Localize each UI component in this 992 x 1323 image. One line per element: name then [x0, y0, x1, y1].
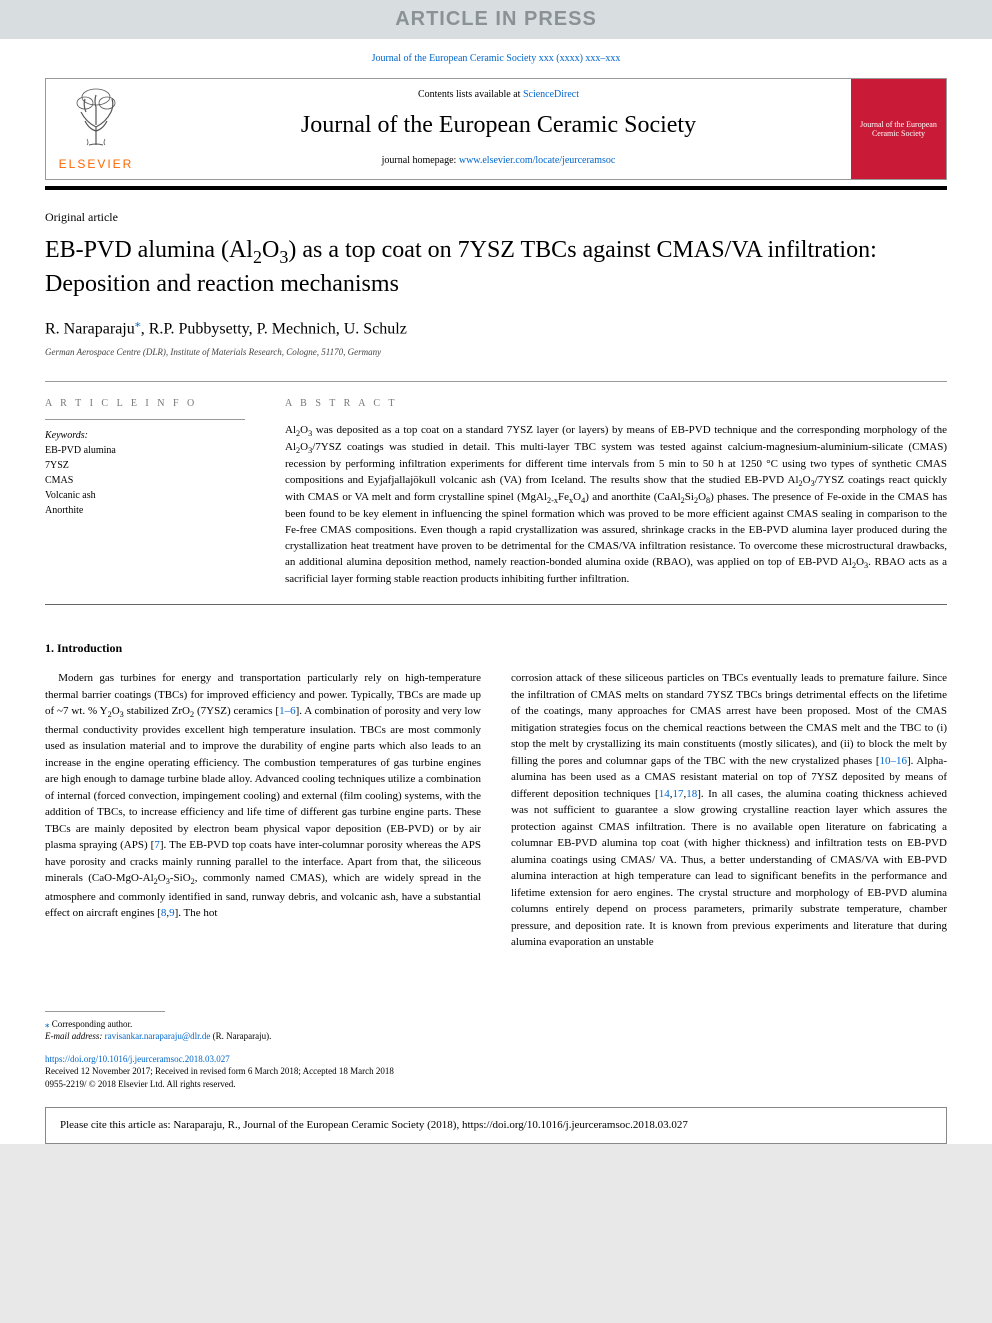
keyword-item: 7YSZ: [45, 458, 245, 473]
homepage-prefix: journal homepage:: [382, 155, 459, 166]
journal-title: Journal of the European Ceramic Society: [156, 112, 841, 139]
contents-prefix: Contents lists available at: [418, 89, 523, 100]
email-line: E-mail address: ravisankar.naraparaju@dl…: [45, 1030, 947, 1043]
abstract-text: Al2O3 was deposited as a top coat on a s…: [285, 423, 947, 588]
email-label: E-mail address:: [45, 1031, 102, 1041]
body-col-left: Modern gas turbines for energy and trans…: [45, 670, 481, 951]
article-type: Original article: [45, 210, 947, 225]
journal-header: ELSEVIER Contents lists available at Sci…: [45, 78, 947, 180]
footnote-separator: [45, 1011, 165, 1012]
publisher-logo: ELSEVIER: [46, 79, 146, 179]
article-title: EB-PVD alumina (Al2O3) as a top coat on …: [45, 235, 947, 300]
doi-link[interactable]: https://doi.org/10.1016/j.jeurceramsoc.2…: [45, 1054, 230, 1064]
section-1-heading: 1. Introduction: [45, 641, 947, 656]
header-center: Contents lists available at ScienceDirec…: [146, 79, 851, 179]
article-info-heading: A R T I C L E I N F O: [45, 398, 245, 420]
please-cite-box: Please cite this article as: Naraparaju,…: [45, 1107, 947, 1144]
contents-lists-line: Contents lists available at ScienceDirec…: [156, 89, 841, 100]
keyword-item: Volcanic ash: [45, 488, 245, 503]
doi-block: https://doi.org/10.1016/j.jeurceramsoc.2…: [0, 1043, 992, 1107]
body-columns: Modern gas turbines for energy and trans…: [45, 670, 947, 951]
elsevier-tree-icon: [61, 87, 131, 157]
article-history: Received 12 November 2017; Received in r…: [45, 1066, 394, 1076]
homepage-link[interactable]: www.elsevier.com/locate/jeurceramsoc: [459, 155, 616, 166]
star-icon: ⁎: [45, 1019, 50, 1029]
journal-cover-thumbnail: Journal of the European Ceramic Society: [851, 79, 946, 179]
top-citation: Journal of the European Ceramic Society …: [0, 39, 992, 78]
email-suffix: (R. Naraparaju).: [213, 1031, 272, 1041]
article-info-column: A R T I C L E I N F O Keywords: EB-PVD a…: [45, 398, 245, 588]
keyword-item: Anorthite: [45, 503, 245, 518]
publisher-name: ELSEVIER: [59, 157, 134, 171]
intro-paragraph-1-cont: corrosion attack of these siliceous part…: [511, 670, 947, 951]
issn-copyright: 0955-2219/ © 2018 Elsevier Ltd. All righ…: [45, 1079, 236, 1089]
article-in-press-banner: ARTICLE IN PRESS: [0, 0, 992, 39]
email-link[interactable]: ravisankar.naraparaju@dlr.de: [105, 1031, 211, 1041]
corresponding-author-note: ⁎ Corresponding author.: [45, 1018, 947, 1031]
authors-list: R. Naraparaju⁎, R.P. Pubbysetty, P. Mech…: [45, 316, 947, 338]
corr-label: Corresponding author.: [52, 1019, 133, 1029]
sciencedirect-link[interactable]: ScienceDirect: [523, 89, 579, 100]
keywords-list: EB-PVD alumina 7YSZ CMAS Volcanic ash An…: [45, 443, 245, 518]
body-col-right: corrosion attack of these siliceous part…: [511, 670, 947, 951]
keyword-item: CMAS: [45, 473, 245, 488]
keyword-item: EB-PVD alumina: [45, 443, 245, 458]
footnotes: ⁎ Corresponding author. E-mail address: …: [0, 1018, 992, 1043]
info-abstract-block: A R T I C L E I N F O Keywords: EB-PVD a…: [45, 381, 947, 605]
cite-text: Please cite this article as: Naraparaju,…: [60, 1119, 688, 1131]
cover-title: Journal of the European Ceramic Society: [855, 120, 942, 138]
intro-paragraph-1: Modern gas turbines for energy and trans…: [45, 670, 481, 922]
abstract-heading: A B S T R A C T: [285, 398, 947, 409]
affiliation: German Aerospace Centre (DLR), Institute…: [45, 347, 947, 357]
homepage-line: journal homepage: www.elsevier.com/locat…: [156, 155, 841, 166]
abstract-column: A B S T R A C T Al2O3 was deposited as a…: [285, 398, 947, 588]
keywords-label: Keywords:: [45, 430, 245, 441]
